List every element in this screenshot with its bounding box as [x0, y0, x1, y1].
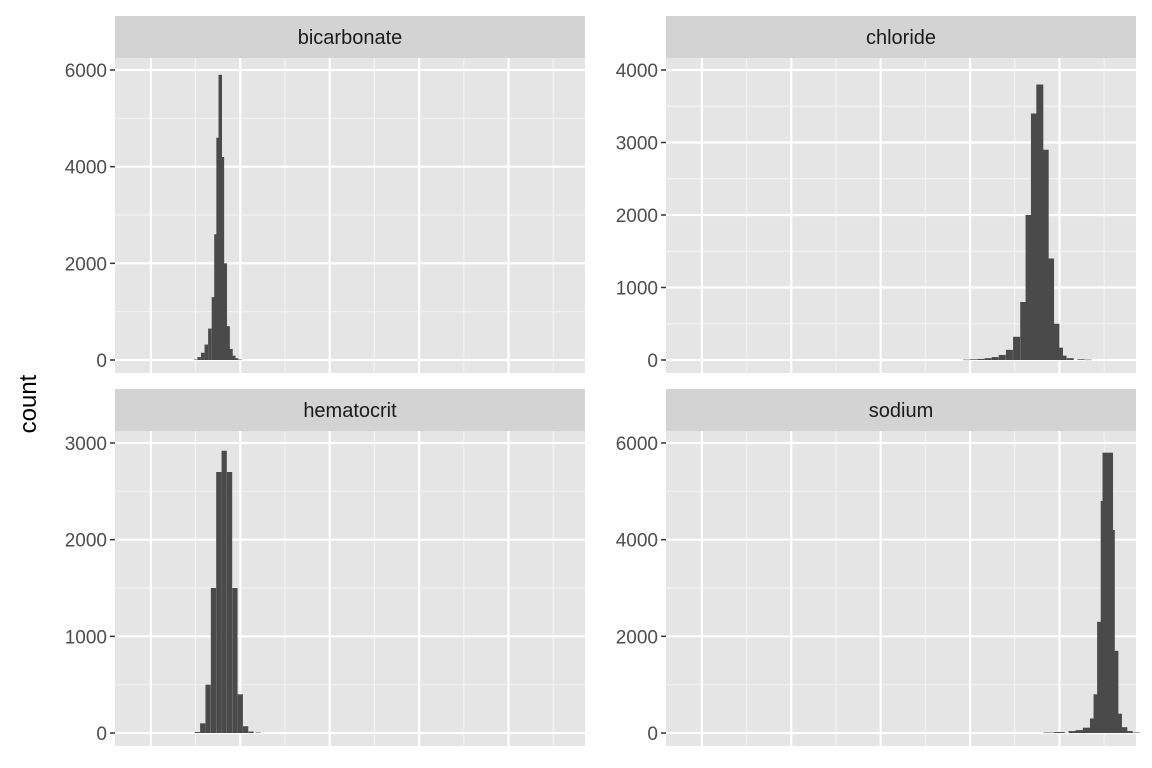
y-axis-title: count [15, 374, 42, 433]
histogram-bar [194, 732, 200, 733]
histogram-bar [984, 358, 992, 360]
histogram-bar [998, 354, 1006, 360]
histogram-bar [1107, 650, 1119, 733]
histogram-bar [200, 723, 206, 733]
histogram-bar [970, 359, 978, 360]
histogram-bar [1084, 359, 1092, 361]
histogram-bar [1122, 731, 1133, 733]
histogram-bar [1075, 730, 1087, 733]
histogram-bar [1082, 727, 1094, 733]
y-tick-label: 2000 [65, 531, 107, 552]
facet-panels: bicarbonate 0 2000 4000 6000 chloride 0 1000 200… [65, 16, 1140, 746]
histogram-bar [1041, 149, 1049, 360]
histogram-bar [205, 684, 211, 733]
y-tick-label: 0 [647, 351, 658, 372]
histogram-bar [1030, 113, 1038, 360]
facet-sodium: sodium 0 2000 4000 6000 [616, 389, 1140, 746]
y-tick-label: 2000 [616, 627, 658, 648]
strip-background [666, 16, 1136, 58]
histogram-bar [208, 328, 212, 360]
y-tick-label: 4000 [65, 158, 107, 179]
histogram-bar [211, 297, 216, 360]
y-tick-label: 6000 [65, 61, 107, 82]
strip-label: bicarbonate [298, 27, 403, 49]
histogram-bar [226, 326, 230, 360]
y-tick-label: 4000 [616, 61, 658, 82]
histogram-bar [1111, 713, 1122, 733]
histogram-bar [1036, 84, 1044, 360]
histogram-bar [232, 588, 238, 733]
histogram-bar [232, 355, 236, 360]
histogram-bar [220, 157, 225, 360]
histogram-bar [204, 344, 209, 360]
histogram-bar [1077, 359, 1085, 360]
strip-background [666, 389, 1136, 431]
histogram-bar [1052, 323, 1060, 360]
facet-hematocrit: hematocrit 0 1000 2000 3000 [65, 389, 585, 746]
histogram-bar [1104, 530, 1115, 733]
strip-label: chloride [866, 27, 936, 49]
histogram-bar [221, 450, 227, 733]
histogram-bar [214, 234, 218, 360]
histogram-bar [1020, 302, 1028, 360]
facet-bicarbonate: bicarbonate 0 2000 4000 6000 [65, 16, 585, 373]
y-tick-label: 2000 [616, 206, 658, 227]
histogram-bar [1059, 355, 1067, 360]
histogram-bar [1129, 732, 1140, 734]
histogram-bar [255, 732, 261, 734]
y-tick-label: 1000 [616, 279, 658, 300]
histogram-bar [1116, 727, 1128, 733]
histogram-bar [226, 472, 233, 733]
y-tick-label: 0 [647, 724, 658, 745]
histogram-bar [1068, 731, 1080, 733]
histogram-bar [200, 352, 205, 360]
histogram-bar [243, 726, 249, 733]
histogram-bar [193, 359, 198, 361]
histogram-bar [1025, 215, 1033, 360]
histogram-bar [1005, 349, 1013, 360]
histogram-bar [197, 357, 201, 360]
histogram-bar [1055, 347, 1063, 360]
strip-label: hematocrit [303, 400, 397, 422]
y-tick-label: 2000 [65, 254, 107, 275]
histogram-bar [223, 263, 228, 360]
y-tick-label: 6000 [616, 434, 658, 455]
histogram-bar [962, 359, 971, 361]
histogram-bar [234, 358, 239, 360]
strip-label: sodium [869, 400, 933, 422]
y-tick-label: 3000 [65, 434, 107, 455]
histogram-bar [1013, 336, 1021, 360]
histogram-bar [210, 588, 217, 733]
strip-background [115, 16, 585, 58]
histogram-bar [218, 74, 223, 360]
histogram-bar [1047, 258, 1055, 360]
histogram-bar [238, 359, 243, 361]
y-tick-label: 3000 [616, 134, 658, 155]
histogram-bar [248, 731, 254, 733]
strip-background [115, 389, 585, 431]
histogram-bar [237, 694, 243, 733]
histogram-bar [216, 137, 220, 360]
histogram-bar [1054, 732, 1065, 733]
histogram-bar [991, 357, 999, 360]
histogram-bar [977, 358, 985, 360]
y-tick-label: 4000 [616, 531, 658, 552]
histogram-bar [1066, 358, 1074, 360]
histogram-bar [216, 472, 222, 733]
y-tick-label: 0 [96, 351, 107, 372]
y-tick-label: 0 [96, 724, 107, 745]
y-tick-label: 1000 [65, 627, 107, 648]
histogram-bar [229, 348, 233, 360]
histogram-bar [1043, 732, 1055, 734]
facet-chloride: chloride 0 1000 2000 3000 4000 [616, 16, 1136, 373]
